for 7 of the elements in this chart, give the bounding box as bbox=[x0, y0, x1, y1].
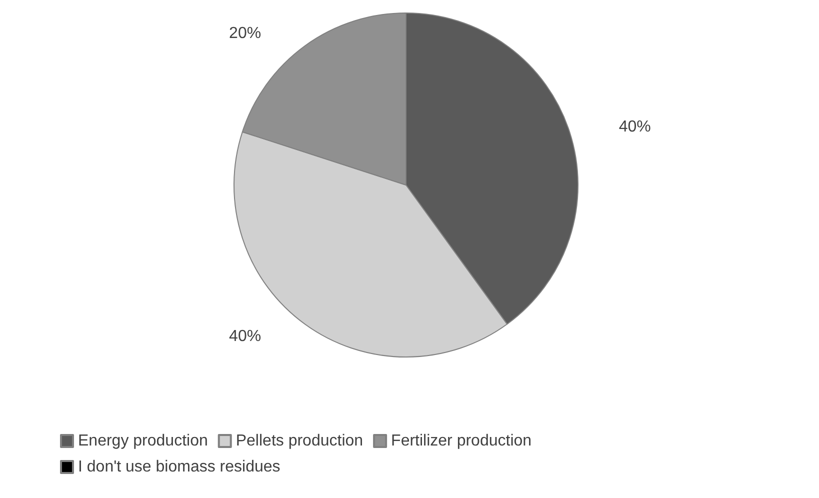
data-label: 40% bbox=[229, 328, 262, 345]
data-label: 40% bbox=[618, 118, 651, 136]
legend-label: Energy production bbox=[78, 432, 208, 450]
legend-label: Pellets production bbox=[236, 432, 364, 450]
legend-label: I don't use biomass residues bbox=[78, 458, 280, 476]
legend-label: Fertilizer production bbox=[391, 432, 532, 450]
data-label: 20% bbox=[229, 25, 262, 42]
